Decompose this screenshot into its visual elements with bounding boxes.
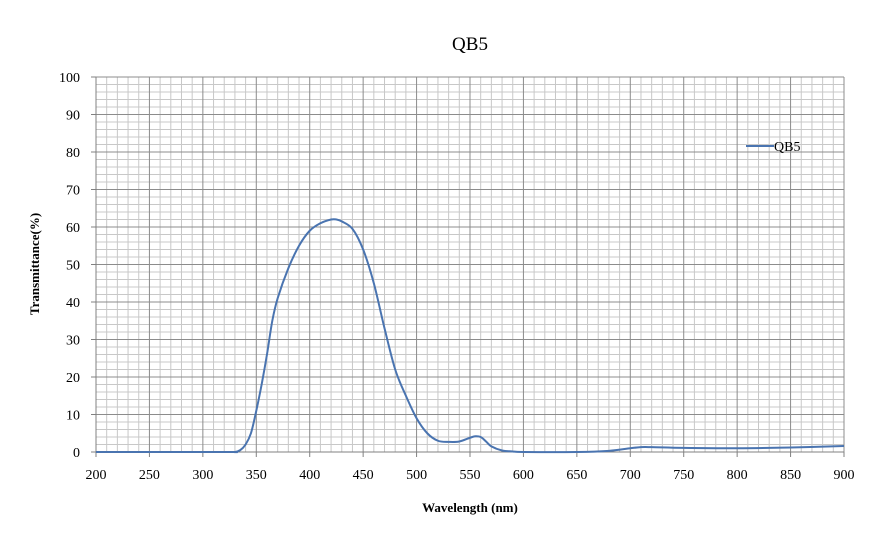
y-tick-label: 90 (66, 109, 80, 124)
x-tick-labels: 200 250 300 350 400 450 500 550 600 650 700 750 800 8… (86, 468, 855, 483)
x-tick-label: 500 (406, 468, 427, 483)
legend: QB5 (746, 140, 800, 155)
x-tick-label: 250 (139, 468, 160, 483)
series-line-qb5 (96, 218, 845, 454)
x-tick-label: 850 (780, 468, 801, 483)
x-tick-label: 900 (834, 468, 855, 483)
y-tick-label: 0 (73, 446, 80, 461)
y-tick-label: 70 (66, 184, 80, 199)
x-tick-label: 600 (513, 468, 534, 483)
y-axis-label: Transmittance(%) (27, 213, 42, 315)
y-tick-label: 30 (66, 334, 80, 349)
y-tick-label: 40 (66, 296, 80, 311)
series-group (96, 218, 845, 454)
x-tick-label: 650 (566, 468, 587, 483)
x-tick-label: 450 (353, 468, 374, 483)
y-tick-label: 50 (66, 259, 80, 274)
x-tick-label: 400 (299, 468, 320, 483)
x-tick-label: 300 (192, 468, 213, 483)
grid-major (96, 76, 845, 452)
y-tick-label: 60 (66, 221, 80, 236)
chart-title: QB5 (452, 34, 488, 55)
y-tick-label: 100 (59, 71, 80, 86)
x-tick-label: 750 (673, 468, 694, 483)
y-tick-label: 20 (66, 371, 80, 386)
y-tick-label: 80 (66, 146, 80, 161)
x-tick-label: 550 (460, 468, 481, 483)
legend-label: QB5 (774, 140, 800, 155)
x-tick-label: 700 (620, 468, 641, 483)
x-tick-label: 350 (246, 468, 267, 483)
x-tick-label: 800 (727, 468, 748, 483)
y-tick-labels: 0 10 20 30 40 50 60 70 80 90 100 (59, 71, 80, 461)
x-tick-label: 200 (86, 468, 107, 483)
y-tick-label: 10 (66, 409, 80, 424)
x-axis-label: Wavelength (nm) (422, 500, 518, 515)
